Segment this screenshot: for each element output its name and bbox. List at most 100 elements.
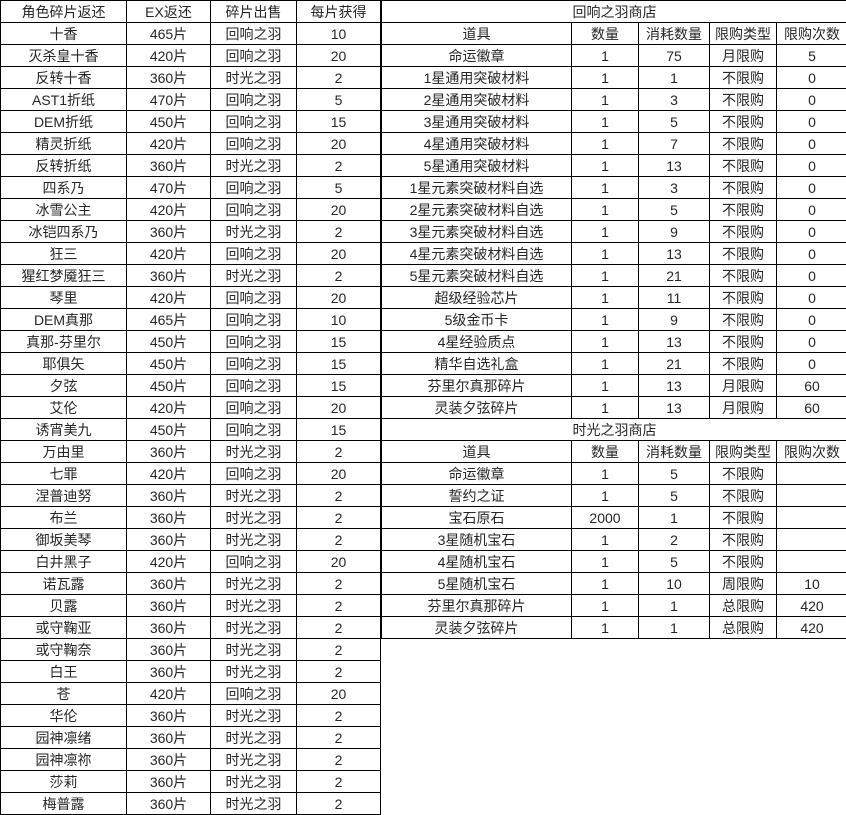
table-cell: 1 xyxy=(571,88,639,111)
table-cell: 0 xyxy=(775,88,846,111)
table-cell: 20 xyxy=(296,242,381,265)
table-cell: 0 xyxy=(775,198,846,221)
table-cell: 时光之羽 xyxy=(210,770,297,793)
table-cell: 360片 xyxy=(126,594,211,617)
table-cell: 布兰 xyxy=(0,506,127,529)
table-row: 2星通用突破材料 1 3 不限购 0 xyxy=(381,88,846,111)
table-cell: 冰雪公主 xyxy=(0,198,127,221)
table-cell: 450片 xyxy=(126,110,211,133)
column-header-quantity: 数量 xyxy=(571,440,639,463)
table-cell: 回响之羽 xyxy=(210,22,297,45)
table-cell: DEM折纸 xyxy=(0,110,127,133)
table-cell: 2星通用突破材料 xyxy=(381,88,572,111)
table-cell: 时光之羽 xyxy=(210,748,297,771)
table-row: 灵装夕弦碎片 1 1 总限购 420 xyxy=(381,616,846,639)
table-cell: 时光之羽 xyxy=(210,154,297,177)
table-cell: 420片 xyxy=(126,682,211,705)
table-cell: 1星通用突破材料 xyxy=(381,66,572,89)
table-row: 5级金币卡 1 9 不限购 0 xyxy=(381,308,846,331)
table-row: 琴里 420片 回响之羽 20 xyxy=(0,286,381,309)
table-row: 1星元素突破材料自选 1 3 不限购 0 xyxy=(381,176,846,199)
table-cell: 时光之羽 xyxy=(210,792,297,815)
table-cell: 回响之羽 xyxy=(210,352,297,375)
table-cell: 60 xyxy=(775,396,846,419)
table-row: 梅普露 360片 时光之羽 2 xyxy=(0,792,381,815)
table-cell: 3 xyxy=(638,176,710,199)
table-cell: 回响之羽 xyxy=(210,132,297,155)
table-cell: 1 xyxy=(638,506,710,529)
table-cell: 回响之羽 xyxy=(210,110,297,133)
table-row: 反转折纸 360片 时光之羽 2 xyxy=(0,154,381,177)
table-row: 白王 360片 时光之羽 2 xyxy=(0,660,381,683)
table-cell: 4星元素突破材料自选 xyxy=(381,242,572,265)
table-row: 灵装夕弦碎片 1 13 月限购 60 xyxy=(381,396,846,419)
echo-feather-shop-body: 命运徽章 1 75 月限购 5 1星通用突破材料 1 1 不限购 0 2星通用突破材料 1 3 不限购 0 3… xyxy=(381,44,846,419)
table-cell: 时光之羽 xyxy=(210,440,297,463)
table-cell: 1 xyxy=(571,154,639,177)
table-cell: 不限购 xyxy=(709,550,777,573)
table-row: 万由里 360片 时光之羽 2 xyxy=(0,440,381,463)
table-cell: 13 xyxy=(638,242,710,265)
table-cell: 月限购 xyxy=(709,396,777,419)
column-header-item: 道具 xyxy=(381,22,572,45)
table-cell: 回响之羽 xyxy=(210,176,297,199)
table-cell: 园神凛绪 xyxy=(0,726,127,749)
table-cell: 450片 xyxy=(126,418,211,441)
table-cell: 75 xyxy=(638,44,710,67)
table-cell: 0 xyxy=(775,330,846,353)
table-cell: 七罪 xyxy=(0,462,127,485)
table-row: 灭杀皇十香 420片 回响之羽 20 xyxy=(0,44,381,67)
table-cell: 1 xyxy=(571,330,639,353)
table-cell: 1 xyxy=(571,242,639,265)
table-cell: 13 xyxy=(638,374,710,397)
table-cell: 0 xyxy=(775,242,846,265)
table-cell: 或守鞠奈 xyxy=(0,638,127,661)
table-cell: 涅普迪努 xyxy=(0,484,127,507)
table-row: 苍 420片 回响之羽 20 xyxy=(0,682,381,705)
shop-table: 回响之羽商店 道具 数量 消耗数量 限购类型 限购次数 命运徽章 1 75 月限购 5 1… xyxy=(380,0,846,639)
table-cell: 20 xyxy=(296,44,381,67)
table-cell: 21 xyxy=(638,352,710,375)
table-cell: 周限购 xyxy=(709,572,777,595)
table-cell: 誓约之证 xyxy=(381,484,572,507)
column-header-ex-return: EX返还 xyxy=(126,0,211,23)
table-row: 芬里尔真那碎片 1 1 总限购 420 xyxy=(381,594,846,617)
table-cell: 回响之羽 xyxy=(210,242,297,265)
table-cell: 1 xyxy=(571,572,639,595)
table-cell: 360片 xyxy=(126,616,211,639)
table-cell: 15 xyxy=(296,352,381,375)
table-cell: 十香 xyxy=(0,22,127,45)
table-cell: 10 xyxy=(296,308,381,331)
table-cell: 2 xyxy=(296,770,381,793)
table-cell: 诺瓦露 xyxy=(0,572,127,595)
table-cell: 回响之羽 xyxy=(210,286,297,309)
table-cell: 艾伦 xyxy=(0,396,127,419)
table-cell: 时光之羽 xyxy=(210,220,297,243)
table-cell: 4星随机宝石 xyxy=(381,550,572,573)
table-cell: 13 xyxy=(638,396,710,419)
column-header-limit-type: 限购类型 xyxy=(709,22,777,45)
table-cell: 回响之羽 xyxy=(210,374,297,397)
table-cell: 时光之羽 xyxy=(210,660,297,683)
character-table-body: 十香 465片 回响之羽 10 灭杀皇十香 420片 回响之羽 20 反转十香 360片 时光之羽 2… xyxy=(0,22,381,815)
table-cell xyxy=(775,550,846,573)
table-row: 冰铠四系乃 360片 时光之羽 2 xyxy=(0,220,381,243)
table-cell: 不限购 xyxy=(709,308,777,331)
time-feather-shop-body: 命运徽章 1 5 不限购 誓约之证 1 5 不限购 宝石原石 2000 1 不限购 3星随机宝石 1 2 不限… xyxy=(381,462,846,639)
table-row: DEM真那 465片 回响之羽 10 xyxy=(0,308,381,331)
table-cell: 13 xyxy=(638,154,710,177)
table-cell: 420片 xyxy=(126,286,211,309)
table-row: 园神凛绪 360片 时光之羽 2 xyxy=(0,726,381,749)
table-cell: 时光之羽 xyxy=(210,594,297,617)
table-row: 或守鞠奈 360片 时光之羽 2 xyxy=(0,638,381,661)
table-cell: 20 xyxy=(296,462,381,485)
table-cell: 2000 xyxy=(571,506,639,529)
table-cell: 回响之羽 xyxy=(210,308,297,331)
table-cell: 5 xyxy=(638,484,710,507)
table-cell: 精华自选礼盒 xyxy=(381,352,572,375)
table-cell: 1 xyxy=(571,220,639,243)
table-cell: 2 xyxy=(296,594,381,617)
table-cell: 10 xyxy=(296,22,381,45)
table-row: 芬里尔真那碎片 1 13 月限购 60 xyxy=(381,374,846,397)
